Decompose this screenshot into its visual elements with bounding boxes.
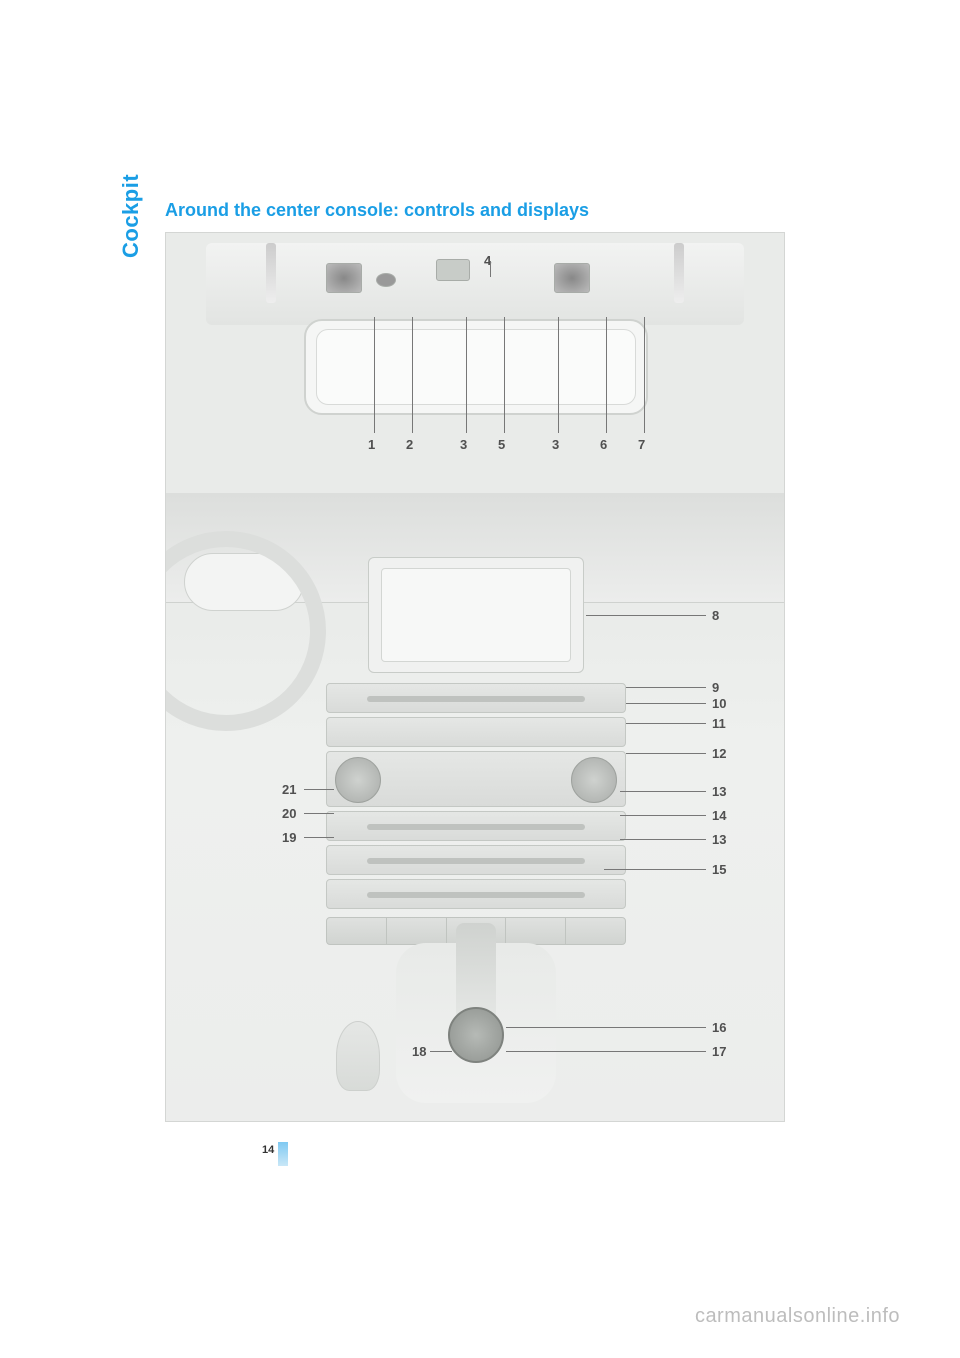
section-tab-label: Cockpit — [118, 174, 144, 258]
leader-line — [620, 839, 706, 840]
leader-line — [374, 317, 375, 433]
leader-line — [304, 837, 334, 838]
callout-number: 15 — [712, 862, 726, 877]
callout-number: 20 — [282, 806, 296, 821]
trim-right — [674, 243, 684, 303]
overhead-console — [206, 243, 744, 325]
callout-number: 3 — [460, 437, 467, 452]
media-slot-2 — [326, 845, 626, 875]
overhead-switch — [436, 259, 470, 281]
leader-line — [626, 703, 706, 704]
reading-light-right — [554, 263, 590, 293]
leader-line — [490, 261, 491, 277]
leader-line — [620, 815, 706, 816]
center-console-figure: 123453678910111213141315161721201918 — [165, 232, 785, 1122]
cd-slot-indicator — [367, 696, 585, 702]
sensor-dot — [376, 273, 396, 287]
leader-line — [504, 317, 505, 433]
reading-light-left — [326, 263, 362, 293]
page-number-bar — [278, 1142, 288, 1166]
callout-number: 1 — [368, 437, 375, 452]
switch — [387, 918, 447, 944]
callout-number: 14 — [712, 808, 726, 823]
leader-line — [604, 869, 706, 870]
callout-number: 5 — [498, 437, 505, 452]
manual-page: Cockpit Around the center console: contr… — [0, 0, 960, 1358]
callout-number: 6 — [600, 437, 607, 452]
callout-number: 12 — [712, 746, 726, 761]
callout-number: 13 — [712, 832, 726, 847]
radio-row-2 — [326, 717, 626, 747]
callout-number: 3 — [552, 437, 559, 452]
leader-line — [606, 317, 607, 433]
leader-line — [626, 687, 706, 688]
trim-left — [266, 243, 276, 303]
rearview-mirror — [304, 319, 648, 415]
callout-number: 8 — [712, 608, 719, 623]
callout-number: 18 — [412, 1044, 426, 1059]
leader-line — [626, 753, 706, 754]
leader-line — [506, 1051, 706, 1052]
callout-number: 7 — [638, 437, 645, 452]
center-stack — [326, 683, 626, 945]
leader-line — [506, 1027, 706, 1028]
switch — [566, 918, 625, 944]
callout-number: 16 — [712, 1020, 726, 1035]
callout-number: 9 — [712, 680, 719, 695]
leader-line — [304, 813, 334, 814]
leader-line — [466, 317, 467, 433]
image-credit — [770, 819, 784, 1119]
callout-number: 11 — [712, 716, 726, 731]
slot-line — [367, 858, 585, 864]
idrive-controller — [448, 1007, 504, 1063]
page-number: 14 — [262, 1142, 278, 1156]
leader-line — [644, 317, 645, 433]
watermark: carmanualsonline.info — [695, 1305, 900, 1328]
callout-number: 2 — [406, 437, 413, 452]
slot-line — [367, 892, 585, 898]
switch — [506, 918, 566, 944]
leader-line — [430, 1051, 452, 1052]
page-number-block: 14 — [262, 1142, 288, 1166]
climate-dial-right — [571, 757, 617, 803]
radio-preset-row — [326, 683, 626, 713]
switch — [327, 918, 387, 944]
idrive-display — [368, 557, 584, 673]
media-slot-3 — [326, 879, 626, 909]
leader-line — [412, 317, 413, 433]
section-heading: Around the center console: controls and … — [165, 200, 589, 221]
climate-control-row — [326, 751, 626, 807]
climate-dial-left — [335, 757, 381, 803]
leader-line — [586, 615, 706, 616]
callout-number: 10 — [712, 696, 726, 711]
cupholder — [336, 1021, 380, 1091]
media-slot-1 — [326, 811, 626, 841]
callout-number: 13 — [712, 784, 726, 799]
leader-line — [304, 789, 334, 790]
callout-number: 17 — [712, 1044, 726, 1059]
leader-line — [558, 317, 559, 433]
callout-number: 21 — [282, 782, 296, 797]
leader-line — [626, 723, 706, 724]
leader-line — [620, 791, 706, 792]
callout-number: 19 — [282, 830, 296, 845]
slot-line — [367, 824, 585, 830]
